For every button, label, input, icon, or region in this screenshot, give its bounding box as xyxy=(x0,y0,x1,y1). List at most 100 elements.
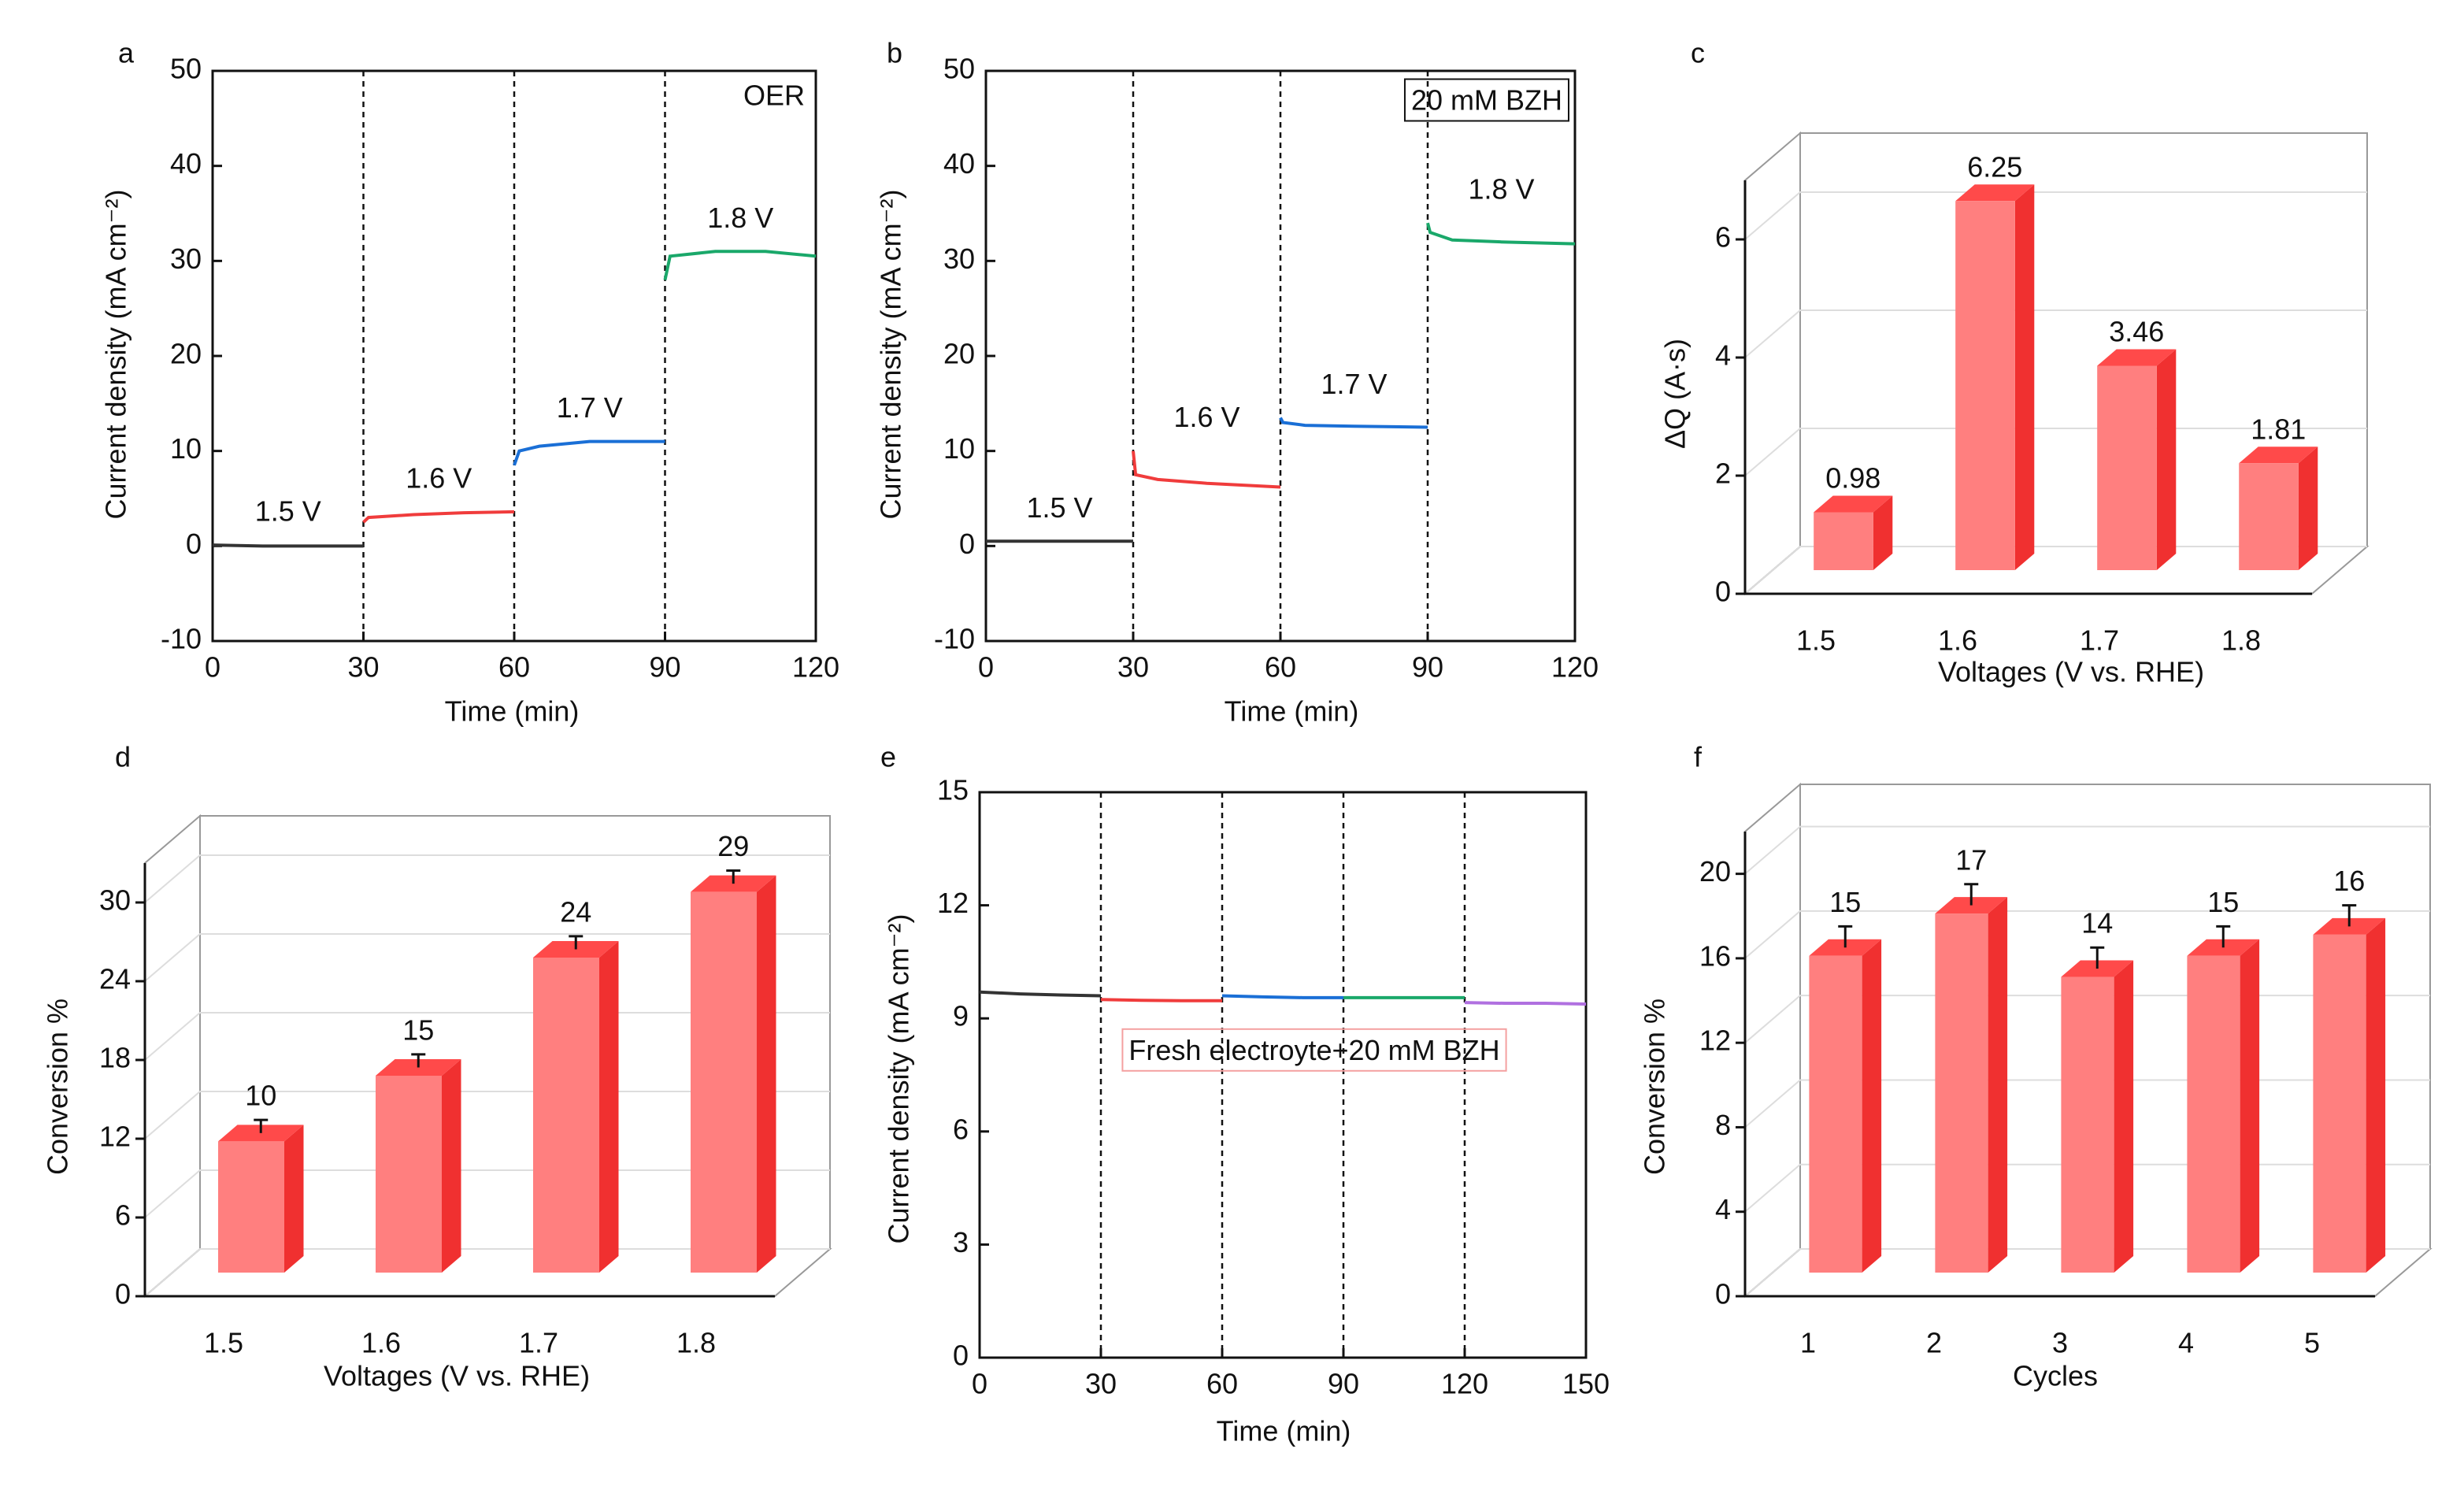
annotation: OER xyxy=(743,80,805,112)
value-label: 14 xyxy=(2081,907,2113,939)
value-label: 3.46 xyxy=(2109,316,2164,348)
series-label: 1.5 V xyxy=(255,495,321,528)
panel-letter: c xyxy=(1691,37,1705,69)
grid-line xyxy=(144,1091,830,1140)
data-line xyxy=(1464,1001,1587,1006)
y-tick-label: 20 xyxy=(1699,855,1731,888)
y-axis-label: ΔQ (A·s) xyxy=(1659,339,1691,449)
x-axis-label: Voltages (V vs. RHE) xyxy=(1938,656,2204,688)
x-tick-label: 1.5 xyxy=(204,1327,243,1359)
annotation: Fresh electroyte+20 mM BZH xyxy=(1128,1034,1499,1066)
bar xyxy=(1955,201,2015,570)
bar xyxy=(2187,955,2240,1273)
grid-line xyxy=(144,1012,830,1061)
x-tick-label: 4 xyxy=(2178,1327,2194,1359)
y-axis-label: Conversion % xyxy=(42,999,74,1175)
x-axis-label: Time (min) xyxy=(1217,1415,1351,1447)
bar-top xyxy=(1814,495,1893,513)
y-tick-label: 12 xyxy=(1699,1025,1731,1057)
grid-line xyxy=(1744,428,2367,476)
bar xyxy=(376,1076,442,1273)
annotation-box xyxy=(1121,1028,1507,1072)
annotation-box xyxy=(1403,78,1569,122)
y-tick-label: 4 xyxy=(1715,339,1731,372)
y-tick-label: 2 xyxy=(1715,458,1731,490)
grid-line xyxy=(144,1169,830,1218)
x-tick-label: 5 xyxy=(2304,1327,2320,1359)
data-line xyxy=(1279,417,1428,429)
x-tick-label: 1.7 xyxy=(519,1327,558,1359)
y-tick-label: 4 xyxy=(1715,1193,1731,1225)
data-line xyxy=(212,543,364,548)
bar-side xyxy=(757,875,776,1273)
x-tick-label: 30 xyxy=(1117,651,1149,684)
grid-line xyxy=(144,933,830,982)
plot-frame xyxy=(978,791,1588,1359)
series-label: 1.7 V xyxy=(557,391,623,424)
y-tick-label: 0 xyxy=(186,528,202,560)
bar-side xyxy=(284,1125,304,1273)
y-tick-label: 0 xyxy=(1715,1278,1731,1310)
y-tick-label: 15 xyxy=(937,774,969,806)
y-tick-label: 20 xyxy=(943,338,975,370)
x-tick-label: 0 xyxy=(978,651,994,684)
grid-line xyxy=(1744,309,2367,358)
y-tick-label: -10 xyxy=(161,623,202,655)
y-tick-label: 50 xyxy=(943,53,975,85)
bar xyxy=(2061,976,2114,1273)
bar-top xyxy=(1955,184,2035,202)
x-tick-label: 1.5 xyxy=(1796,624,1836,657)
y-tick-label: 0 xyxy=(959,528,975,560)
value-label: 15 xyxy=(2207,886,2239,918)
value-label: 6.25 xyxy=(1967,150,2022,183)
value-label: 10 xyxy=(245,1080,276,1112)
x-tick-label: 1.7 xyxy=(2080,624,2119,657)
y-axis-label: Conversion % xyxy=(1639,999,1671,1175)
side-wall xyxy=(1744,782,1801,1299)
bar-side xyxy=(2366,917,2386,1273)
x-tick-label: 150 xyxy=(1562,1368,1610,1400)
x-tick-label: 1.6 xyxy=(361,1327,401,1359)
x-axis-label: Cycles xyxy=(2013,1360,2098,1392)
value-label: 1.81 xyxy=(2251,413,2306,445)
y-tick-label: 0 xyxy=(115,1278,131,1310)
data-line xyxy=(1100,998,1222,1002)
y-tick-label: 40 xyxy=(170,147,202,180)
x-tick-label: 60 xyxy=(1206,1368,1238,1400)
data-line xyxy=(1221,994,1343,999)
value-label: 15 xyxy=(1829,886,1861,918)
annotation: 20 mM BZH xyxy=(1411,84,1562,117)
y-tick-label: 24 xyxy=(99,963,131,995)
x-tick-label: 120 xyxy=(1551,651,1599,684)
side-wall xyxy=(1744,131,1801,596)
bar-side xyxy=(1862,939,1882,1273)
y-tick-label: 3 xyxy=(953,1226,969,1258)
y-tick-label: 0 xyxy=(953,1340,969,1372)
y-tick-label: 10 xyxy=(170,432,202,465)
x-tick-label: 1.8 xyxy=(676,1327,716,1359)
y-tick-label: 30 xyxy=(170,243,202,275)
y-axis-label: Current density (mA cm⁻²) xyxy=(100,189,132,519)
bar-side xyxy=(1873,495,1893,570)
series-label: 1.8 V xyxy=(1468,173,1534,206)
data-line xyxy=(513,439,665,466)
bar xyxy=(1809,955,1862,1273)
data-line xyxy=(663,250,817,280)
value-label: 24 xyxy=(560,895,591,928)
x-tick-label: 90 xyxy=(649,651,680,684)
bar xyxy=(691,891,757,1273)
y-tick-label: 6 xyxy=(953,1113,969,1145)
value-label: 16 xyxy=(2333,865,2365,897)
x-tick-label: 0 xyxy=(205,651,220,684)
bar-top xyxy=(2239,447,2318,464)
bar-side xyxy=(2156,349,2177,570)
y-tick-label: 12 xyxy=(937,887,969,919)
x-tick-label: 1 xyxy=(1800,1327,1816,1359)
y-tick-label: 12 xyxy=(99,1121,131,1153)
y-tick-label: 0 xyxy=(1715,576,1731,608)
y-tick-label: 30 xyxy=(99,884,131,917)
x-tick-label: 1.6 xyxy=(1938,624,1977,657)
data-line xyxy=(979,990,1102,998)
series-label: 1.7 V xyxy=(1321,368,1387,400)
